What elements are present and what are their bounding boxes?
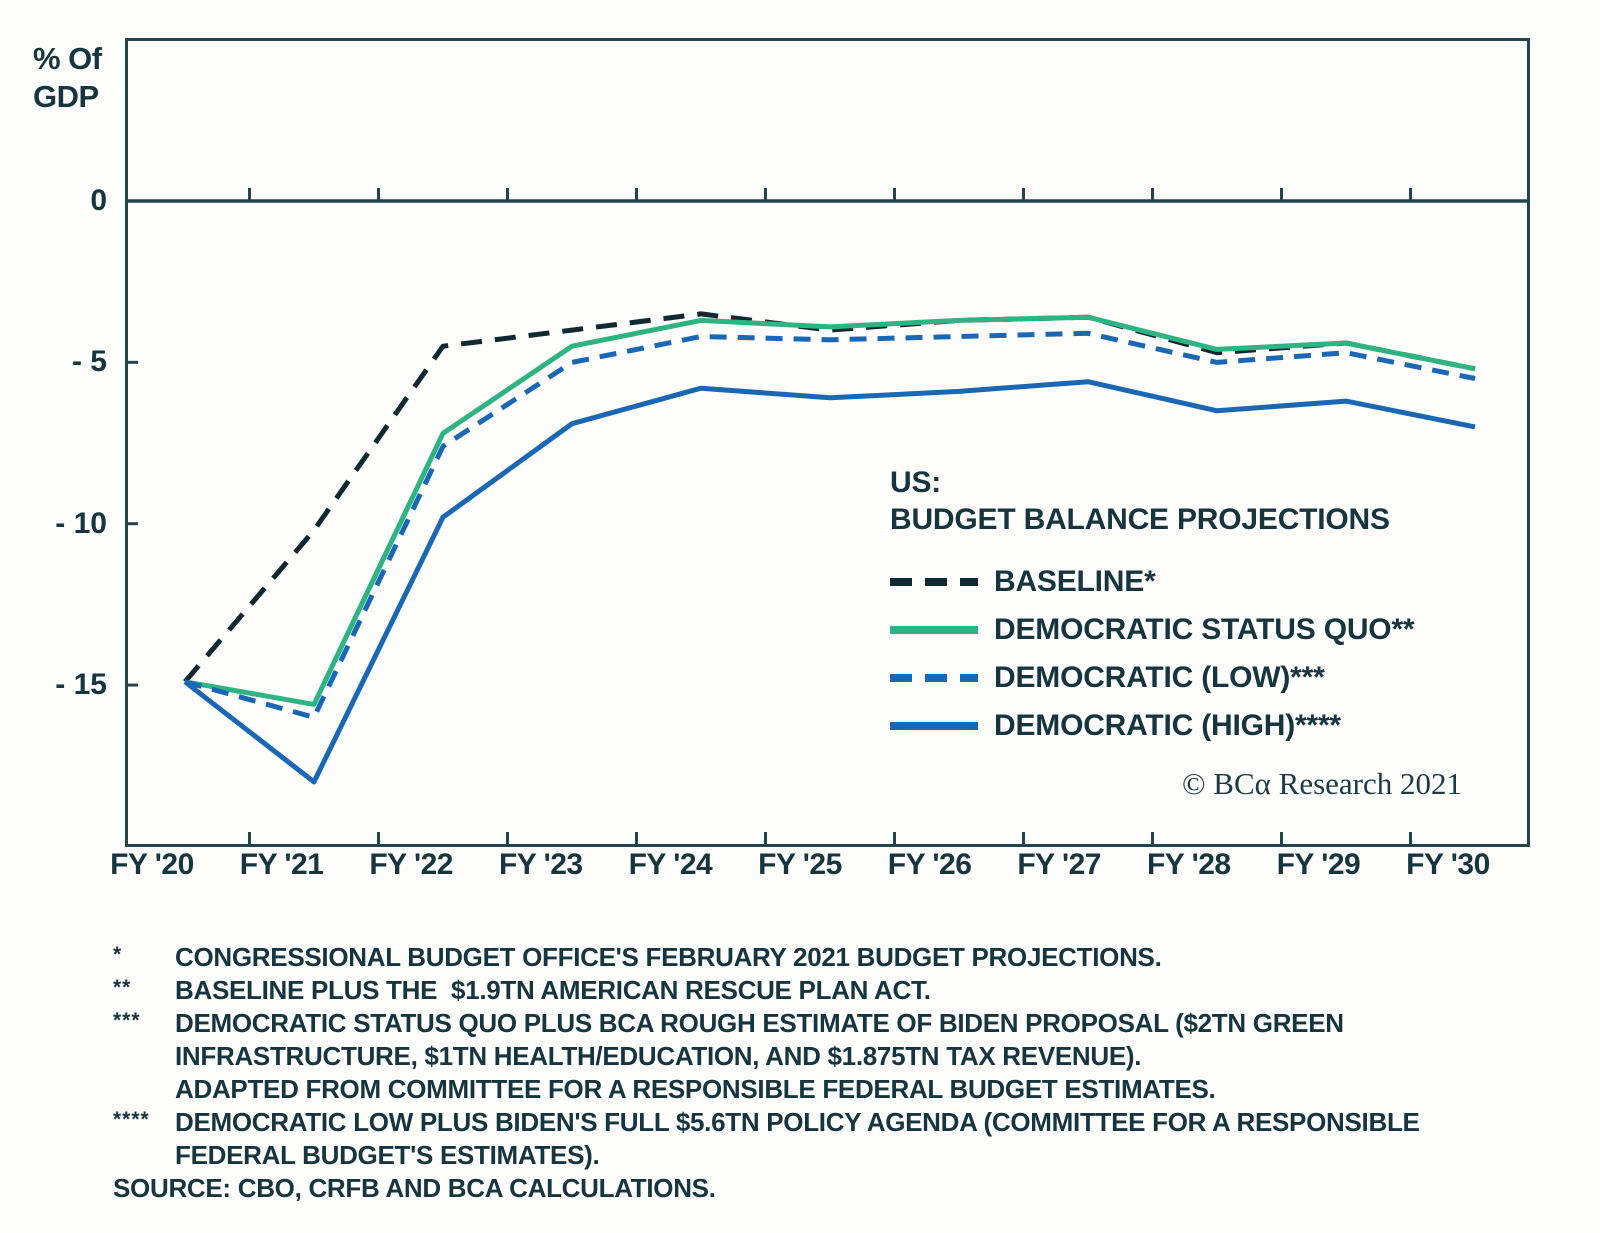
- footnote-text: INFRASTRUCTURE, $1TN HEALTH/EDUCATION, A…: [175, 1041, 1142, 1071]
- footnote-text: DEMOCRATIC LOW PLUS BIDEN'S FULL $5.6TN …: [175, 1107, 1420, 1137]
- baseline-line-swatch-icon: [890, 578, 978, 586]
- footnote-row: **** DEMOCRATIC LOW PLUS BIDEN'S FULL $5…: [113, 1106, 1533, 1139]
- y-axis-label: - 10: [55, 506, 107, 540]
- legend-label-baseline: BASELINE*: [994, 565, 1156, 598]
- footnote-marker: ***: [113, 1009, 141, 1032]
- x-axis-label: FY '24: [628, 848, 713, 881]
- footnote-marker: [113, 1040, 175, 1073]
- footnote-marker: [113, 1139, 175, 1172]
- chart-title: US: BUDGET BALANCE PROJECTIONS: [890, 464, 1414, 538]
- footnote-row: ** BASELINE PLUS THE $1.9TN AMERICAN RES…: [113, 974, 1533, 1007]
- y-axis-label: - 15: [55, 668, 107, 702]
- copyright-notice: © BCα Research 2021: [1182, 766, 1462, 801]
- footnote-marker: *: [113, 943, 123, 966]
- series-line-1: [184, 314, 1476, 707]
- footnote-row: * CONGRESSIONAL BUDGET OFFICE'S FEBRUARY…: [113, 941, 1533, 974]
- legend-rows: BASELINE* DEMOCRATIC STATUS QUO** DEMOCR…: [890, 558, 1415, 750]
- chart-title-line1: US:: [890, 466, 942, 499]
- footnote-row: INFRASTRUCTURE, $1TN HEALTH/EDUCATION, A…: [113, 1040, 1533, 1073]
- footnote-row: ADAPTED FROM COMMITTEE FOR A RESPONSIBLE…: [113, 1073, 1533, 1106]
- legend-item-democratic-high: DEMOCRATIC (HIGH)****: [890, 702, 1414, 750]
- footnote-marker: **: [113, 976, 132, 999]
- legend-item-democratic-status-quo: DEMOCRATIC STATUS QUO**: [890, 606, 1415, 654]
- y-axis-label: - 5: [71, 345, 107, 379]
- x-axis-label: FY '22: [369, 848, 453, 881]
- footnote-marker: [113, 1073, 175, 1106]
- x-axis-label: FY '29: [1276, 848, 1361, 881]
- legend-label-democratic-status-quo: DEMOCRATIC STATUS QUO**: [994, 613, 1415, 646]
- x-axis-label: FY '23: [498, 848, 583, 881]
- footnotes: * CONGRESSIONAL BUDGET OFFICE'S FEBRUARY…: [113, 941, 1533, 1205]
- status-quo-line-swatch-icon: [890, 626, 978, 634]
- y-axis-title: % Of GDP: [33, 40, 102, 116]
- plot-area: [125, 38, 1530, 847]
- x-axis-label: FY '30: [1406, 848, 1490, 881]
- series-line-0: [183, 311, 1476, 684]
- footnote-text: ADAPTED FROM COMMITTEE FOR A RESPONSIBLE…: [175, 1074, 1216, 1104]
- x-axis-label: FY '27: [1017, 848, 1101, 881]
- series-line-2: [184, 330, 1476, 720]
- y-axis-title-line2: GDP: [33, 79, 99, 114]
- legend-item-democratic-low: DEMOCRATIC (LOW)***: [890, 654, 1414, 702]
- footnote-marker: ****: [113, 1108, 150, 1131]
- footnote-text: CONGRESSIONAL BUDGET OFFICE'S FEBRUARY 2…: [175, 942, 1162, 972]
- legend-item-baseline: BASELINE*: [890, 558, 1414, 606]
- legend-label-democratic-high: DEMOCRATIC (HIGH)****: [994, 709, 1341, 742]
- x-axis-label: FY '26: [887, 848, 972, 881]
- footnote-text: BASELINE PLUS THE $1.9TN AMERICAN RESCUE…: [175, 975, 931, 1005]
- legend-label-democratic-low: DEMOCRATIC (LOW)***: [994, 661, 1325, 694]
- democratic-high-line-swatch-icon: [890, 722, 978, 730]
- footnote-row: FEDERAL BUDGET'S ESTIMATES).: [113, 1139, 1533, 1172]
- source-note: SOURCE: CBO, CRFB AND BCA CALCULATIONS.: [113, 1173, 716, 1203]
- chart-title-line2: BUDGET BALANCE PROJECTIONS: [890, 503, 1390, 536]
- x-axis-label: FY '28: [1146, 848, 1231, 881]
- x-axis-label: FY '21: [239, 848, 324, 881]
- legend: US: BUDGET BALANCE PROJECTIONS BASELINE*…: [890, 464, 1415, 750]
- footnote-text: DEMOCRATIC STATUS QUO PLUS BCA ROUGH EST…: [175, 1008, 1344, 1038]
- footnote-row: *** DEMOCRATIC STATUS QUO PLUS BCA ROUGH…: [113, 1007, 1533, 1040]
- x-axis-label: FY '25: [758, 848, 842, 881]
- y-axis-title-line1: % Of: [33, 41, 102, 76]
- footnote-text: FEDERAL BUDGET'S ESTIMATES).: [175, 1140, 600, 1170]
- x-axis-label: FY '20: [110, 848, 194, 881]
- series-line-3: [183, 379, 1476, 785]
- plot-frame: [125, 38, 1530, 847]
- y-axis-label: 0: [90, 184, 107, 217]
- democratic-low-line-swatch-icon: [890, 674, 978, 682]
